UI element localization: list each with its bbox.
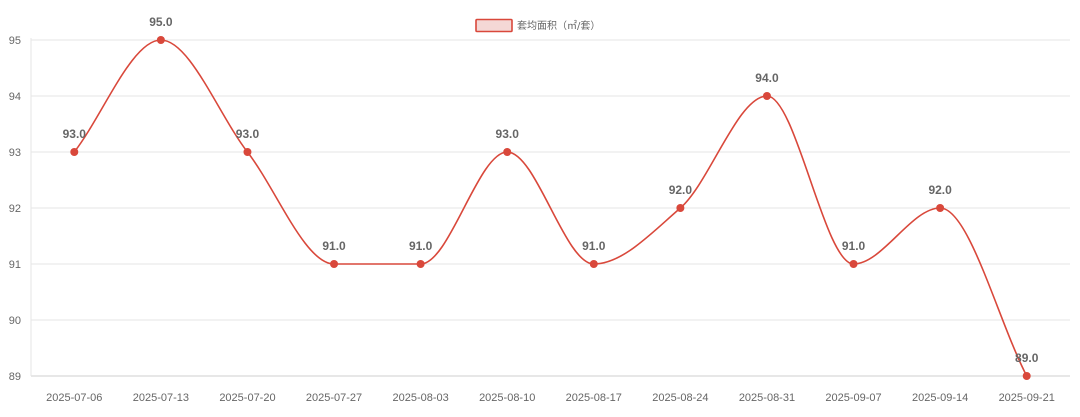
y-tick-label: 93 bbox=[9, 147, 21, 159]
y-tick-label: 91 bbox=[9, 259, 21, 271]
data-point[interactable] bbox=[416, 260, 425, 268]
legend-swatch[interactable] bbox=[475, 18, 513, 33]
data-point[interactable] bbox=[762, 92, 771, 100]
data-label: 95.0 bbox=[149, 15, 173, 29]
x-tick-label: 2025-08-03 bbox=[392, 392, 448, 404]
x-tick-label: 2025-08-24 bbox=[652, 392, 708, 404]
x-tick-label: 2025-07-06 bbox=[46, 392, 102, 404]
data-point[interactable] bbox=[589, 260, 598, 268]
x-tick-label: 2025-09-21 bbox=[999, 392, 1055, 404]
x-tick-label: 2025-09-14 bbox=[912, 392, 968, 404]
data-point[interactable] bbox=[936, 204, 945, 212]
y-tick-label: 94 bbox=[9, 91, 21, 103]
data-label: 93.0 bbox=[63, 127, 87, 141]
data-point[interactable] bbox=[676, 204, 685, 212]
data-labels: 93.0 95.0 93.0 91.0 91.0 93.0 91.0 92.0 94.0 91.0… bbox=[63, 15, 1039, 365]
data-point[interactable] bbox=[503, 148, 512, 156]
data-point[interactable] bbox=[1022, 372, 1031, 380]
series-layer bbox=[70, 36, 1031, 380]
data-label: 94.0 bbox=[755, 71, 779, 85]
data-label: 93.0 bbox=[236, 127, 260, 141]
series-line bbox=[73, 39, 1028, 377]
y-tick-label: 90 bbox=[9, 315, 21, 327]
x-tick-label: 2025-07-27 bbox=[306, 392, 362, 404]
legend-label[interactable]: 套均面积（㎡/套） bbox=[517, 19, 600, 32]
data-point[interactable] bbox=[330, 260, 339, 268]
x-tick-label: 2025-07-13 bbox=[133, 392, 189, 404]
x-tick-label: 2025-08-10 bbox=[479, 392, 535, 404]
data-label: 91.0 bbox=[409, 239, 433, 253]
x-tick-label: 2025-09-07 bbox=[825, 392, 881, 404]
y-tick-label: 92 bbox=[9, 203, 21, 215]
data-label: 93.0 bbox=[496, 127, 520, 141]
data-label: 91.0 bbox=[582, 239, 606, 253]
data-label: 91.0 bbox=[842, 239, 866, 253]
x-tick-label: 2025-08-31 bbox=[739, 392, 795, 404]
legend[interactable]: 套均面积（㎡/套） bbox=[475, 18, 600, 33]
data-point[interactable] bbox=[849, 260, 858, 268]
data-point[interactable] bbox=[70, 148, 79, 156]
data-point[interactable] bbox=[243, 148, 252, 156]
data-label: 92.0 bbox=[669, 183, 693, 197]
data-label: 89.0 bbox=[1015, 351, 1039, 365]
data-label: 92.0 bbox=[928, 183, 952, 197]
data-label: 91.0 bbox=[322, 239, 346, 253]
y-tick-label: 95 bbox=[9, 35, 21, 47]
grid-lines bbox=[31, 39, 1070, 321]
data-point[interactable] bbox=[156, 36, 165, 44]
x-tick-label: 2025-07-20 bbox=[219, 392, 275, 404]
axes: 89 90 91 92 93 94 95 2025-07-06 2025-07-13 2025-0… bbox=[9, 35, 1070, 404]
y-tick-label: 89 bbox=[9, 371, 21, 383]
x-tick-label: 2025-08-17 bbox=[566, 392, 622, 404]
